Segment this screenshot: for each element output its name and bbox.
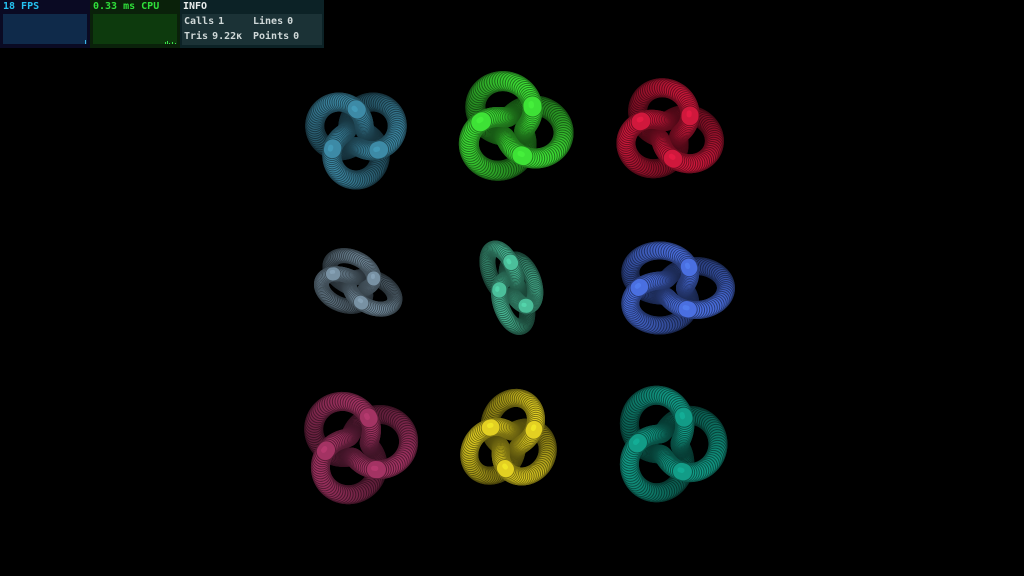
points-value: 0: [293, 31, 300, 42]
cpu-graph-bar: [172, 42, 173, 44]
knot-green: [458, 71, 574, 181]
cpu-label: 0.33 ms CPU: [93, 1, 160, 12]
fps-panel[interactable]: 18 FPS: [0, 0, 90, 48]
cpu-graph-bar: [165, 42, 166, 44]
lines-stat: Lines 0: [253, 16, 293, 28]
tris-label: Tris: [184, 31, 209, 42]
points-stat: Points 0: [253, 31, 299, 43]
cpu-graph-bar: [175, 43, 176, 44]
tris-stat: Tris 9.22ĸ: [184, 31, 242, 43]
calls-label: Calls: [184, 16, 215, 27]
knot-royal-blue: [621, 241, 735, 335]
calls-value: 1: [218, 16, 225, 27]
knot-plum: [304, 391, 419, 505]
knot-teal-blue: [305, 92, 407, 190]
knot-slate-gray: [313, 248, 403, 317]
info-panel[interactable]: INFO Calls 1 Lines 0 Tris 9.22ĸ Points 0: [180, 0, 324, 48]
fps-graph-bar: [85, 40, 86, 44]
lines-value: 0: [287, 16, 294, 27]
cpu-panel[interactable]: 0.33 ms CPU: [90, 0, 180, 48]
cpu-graph: [93, 14, 177, 44]
calls-stat: Calls 1: [184, 16, 224, 28]
info-box: Calls 1 Lines 0 Tris 9.22ĸ Points 0: [182, 14, 322, 45]
fps-label: 18 FPS: [3, 1, 40, 12]
tris-value: 9.22ĸ: [212, 31, 243, 42]
knot-red: [616, 78, 724, 179]
info-title: INFO: [183, 1, 208, 12]
cpu-graph-bar: [169, 43, 170, 44]
knot-deep-teal: [619, 385, 728, 503]
knot-mint: [479, 240, 544, 335]
knot-yellow: [460, 388, 557, 486]
cpu-graph-bar: [167, 41, 168, 44]
lines-label: Lines: [253, 16, 284, 27]
points-label: Points: [253, 31, 290, 42]
fps-graph: [3, 14, 87, 44]
